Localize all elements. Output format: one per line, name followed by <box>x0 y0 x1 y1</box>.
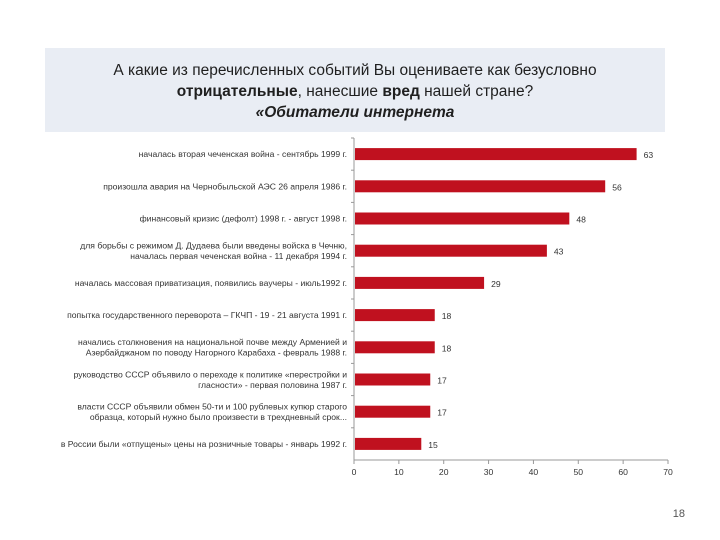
data-label: 56 <box>612 182 622 192</box>
data-label: 17 <box>437 376 447 386</box>
category-label: руководство СССР объявило о переходе к п… <box>74 369 348 379</box>
x-tick-label: 0 <box>352 467 357 477</box>
data-label: 48 <box>576 215 586 225</box>
category-label: начались столкновения на национальной по… <box>78 337 347 347</box>
x-tick-label: 20 <box>439 467 449 477</box>
category-label: началась массовая приватизация, появилис… <box>75 278 347 288</box>
data-label: 29 <box>491 279 501 289</box>
x-tick-label: 50 <box>574 467 584 477</box>
page-number: 18 <box>672 508 685 520</box>
title-line-2: отрицательные, нанесшие вред нашей стран… <box>45 81 665 102</box>
title-mid-text: , нанесшие <box>297 83 383 100</box>
title-bold-harm: вред <box>382 83 420 100</box>
category-label: произошла авария на Чернобыльской АЭС 26… <box>103 181 347 191</box>
x-tick-label: 30 <box>484 467 494 477</box>
bar <box>355 405 431 418</box>
data-label: 17 <box>437 408 447 418</box>
category-label: началась первая чеченская война - 11 дек… <box>130 251 347 261</box>
category-label: попытка государственного переворота – ГК… <box>67 310 347 320</box>
category-label: Азербайджаном по поводу Нагорного Караба… <box>86 348 347 358</box>
bar <box>355 276 485 289</box>
bar <box>355 180 606 193</box>
category-label: в России были «отпущены» цены на розничн… <box>61 439 347 449</box>
data-label: 18 <box>442 311 452 321</box>
bar <box>355 341 435 354</box>
category-label: власти СССР объявили обмен 50-ти и 100 р… <box>77 401 347 411</box>
x-tick-label: 60 <box>618 467 628 477</box>
data-label: 15 <box>428 440 438 450</box>
bar <box>355 244 547 257</box>
data-label: 43 <box>554 247 564 257</box>
x-tick-label: 40 <box>529 467 539 477</box>
x-tick-label: 10 <box>394 467 404 477</box>
title-end-text: нашей стране? <box>419 83 534 100</box>
title-bold-negative: отрицательные <box>176 83 298 100</box>
data-label: 18 <box>442 343 452 353</box>
category-label: образца, который нужно было произвести в… <box>90 412 347 422</box>
category-label: началась вторая чеченская война - сентяб… <box>139 149 347 159</box>
title-line-1: А какие из перечисленных событий Вы оцен… <box>113 62 597 79</box>
data-label: 63 <box>644 150 654 160</box>
chart-title: А какие из перечисленных событий Вы оцен… <box>45 48 665 132</box>
bar <box>355 309 435 322</box>
category-label: для борьбы с режимом Д. Дудаева были вве… <box>80 240 347 250</box>
category-label: финансовый кризис (дефолт) 1998 г. - авг… <box>140 214 347 224</box>
bar <box>355 373 431 386</box>
x-tick-label: 70 <box>663 467 673 477</box>
bar <box>355 437 422 450</box>
category-label: гласности» - первая половина 1987 г. <box>198 380 347 390</box>
bar <box>355 212 570 225</box>
bar <box>355 148 637 161</box>
title-line-3: «Обитатели интернета <box>255 104 455 121</box>
